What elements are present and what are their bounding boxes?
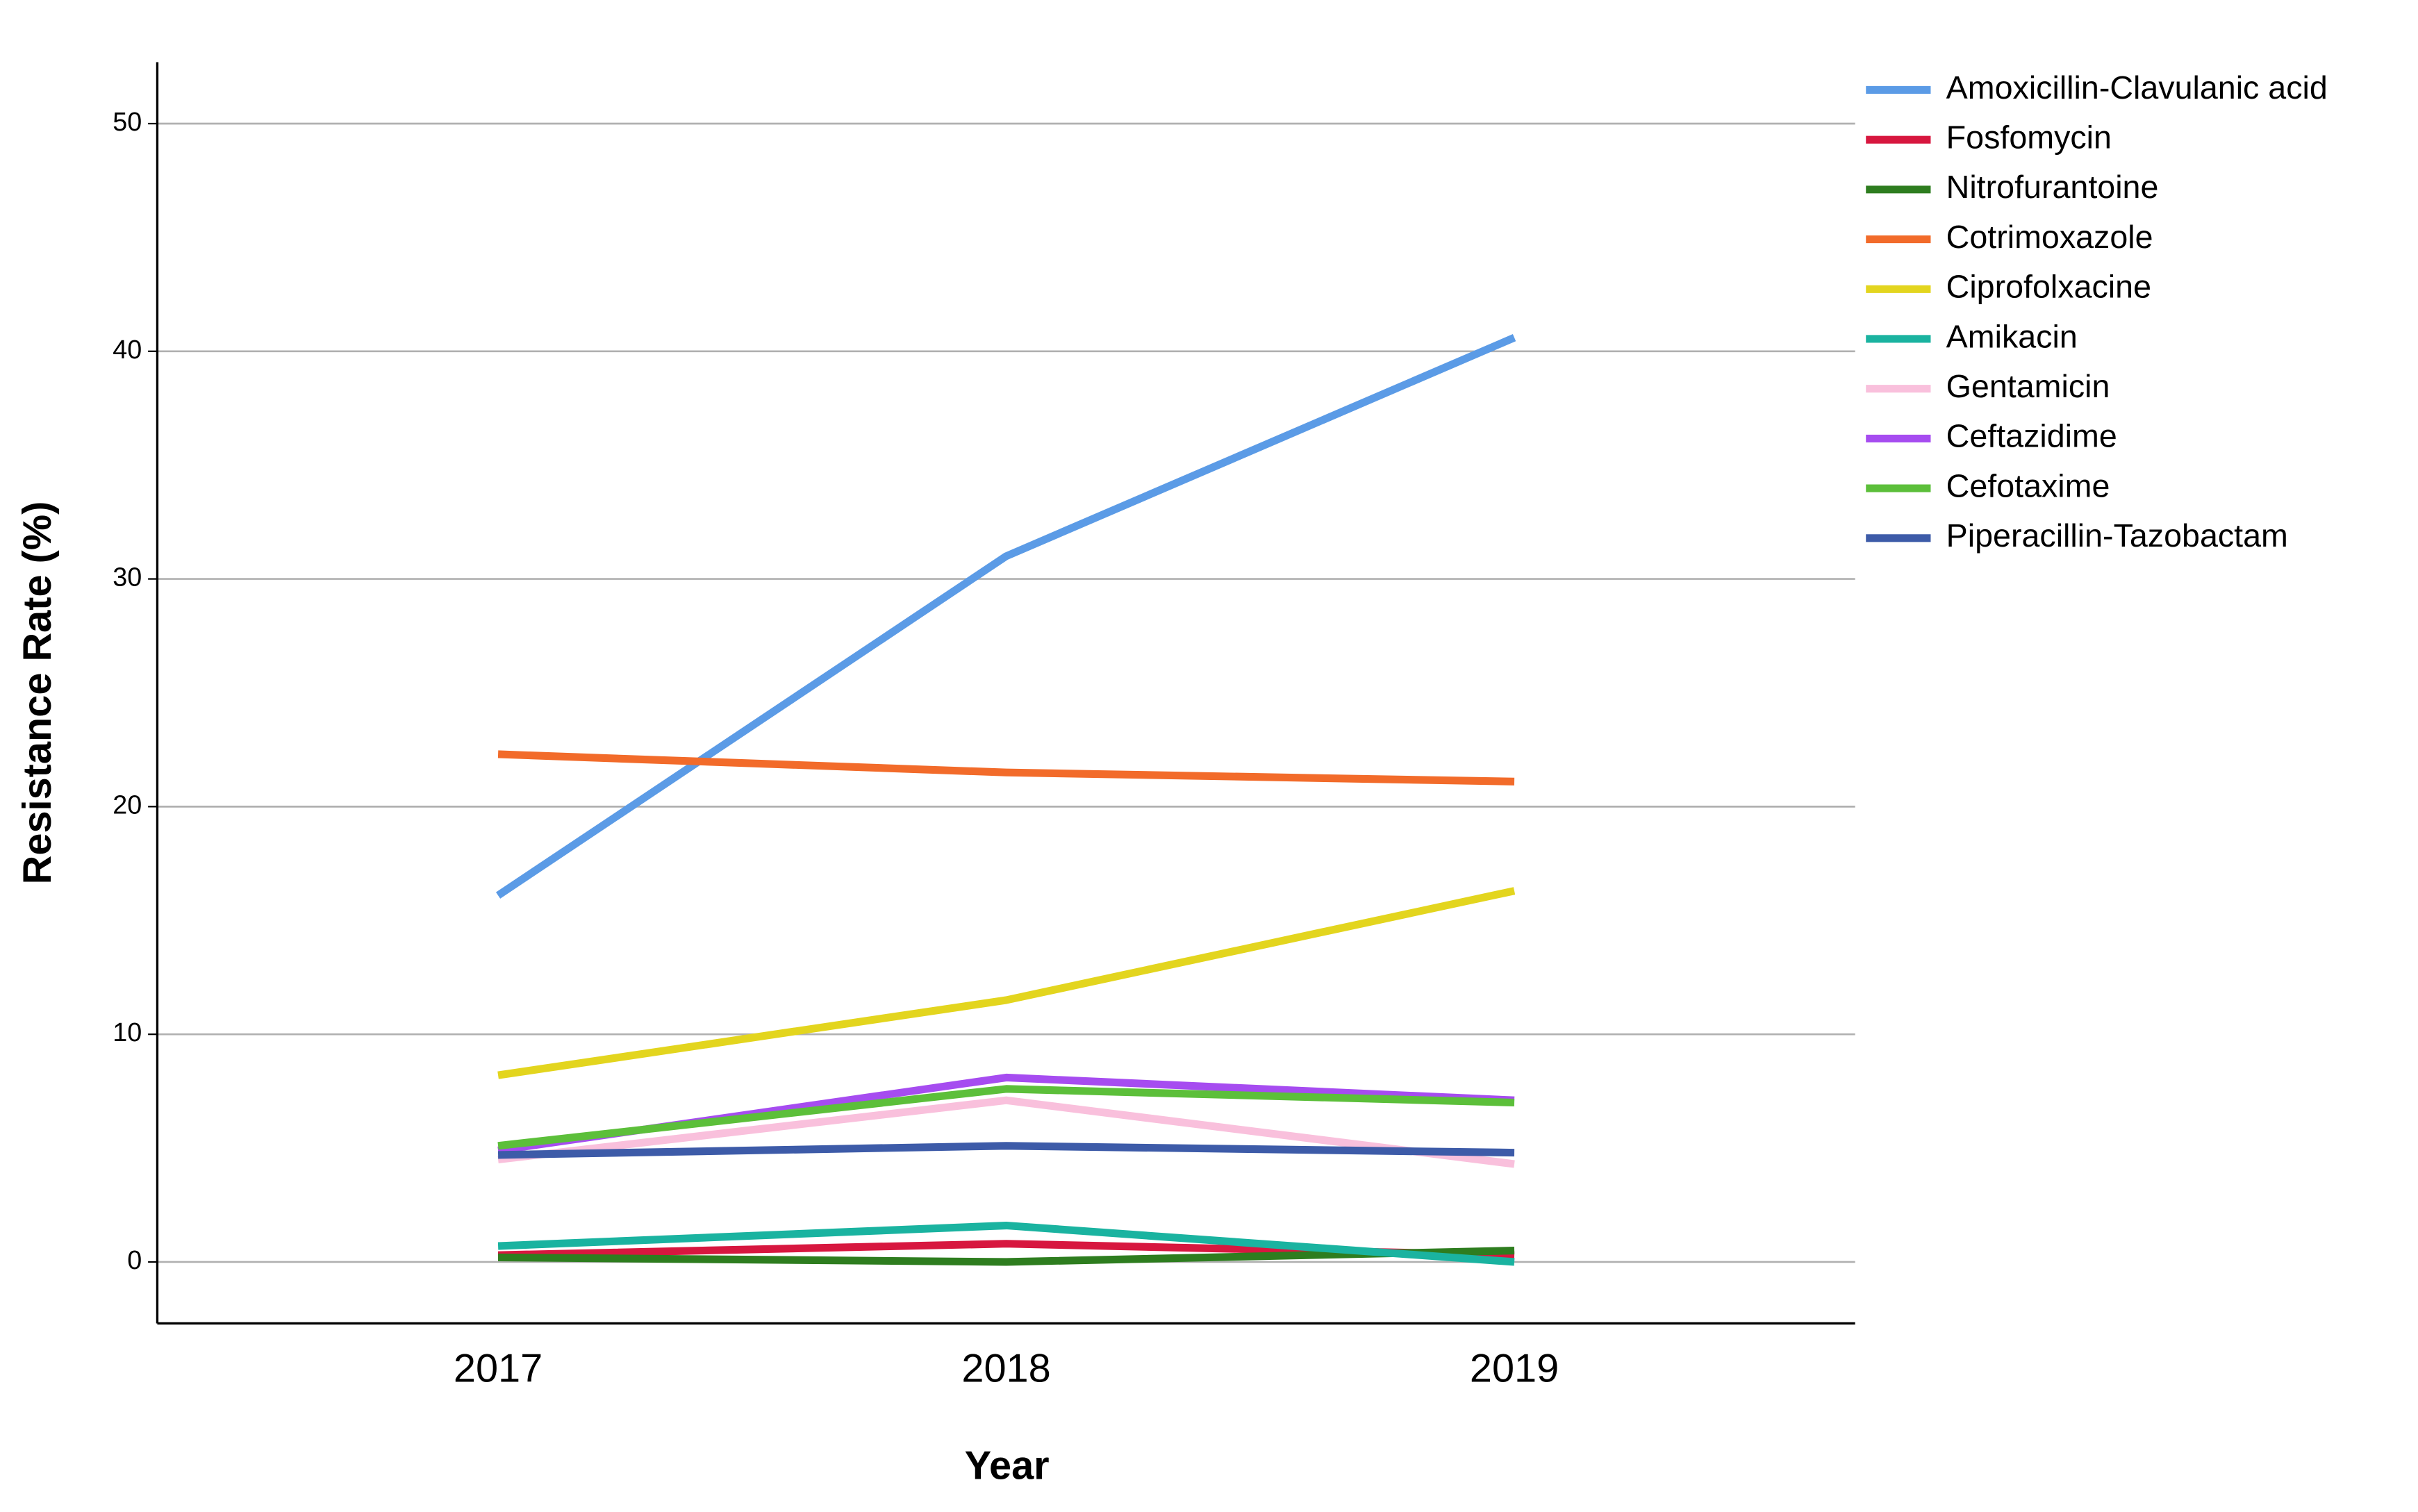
y-tick-label: 50 — [113, 107, 142, 136]
x-axis-label: Year — [965, 1443, 1050, 1488]
x-tick-label: 2017 — [454, 1347, 543, 1391]
legend-label: Cefotaxime — [1946, 467, 2110, 504]
series-line — [497, 750, 1515, 786]
y-tick-label: 10 — [113, 1017, 142, 1047]
legend-label: Fosfomycin — [1946, 119, 2112, 155]
series-line — [497, 887, 1516, 1079]
series-line — [495, 334, 1516, 899]
legend-label: Nitrofurantoine — [1946, 169, 2159, 205]
y-tick-label: 30 — [113, 563, 142, 592]
series-line — [498, 1247, 1515, 1266]
legend-label: Amoxicillin-Clavulanic acid — [1946, 69, 2328, 106]
x-tick-label: 2019 — [1470, 1347, 1559, 1391]
legend-label: Cotrimoxazole — [1946, 219, 2153, 255]
x-tick-label: 2018 — [961, 1347, 1050, 1391]
legend-label: Gentamicin — [1946, 368, 2110, 404]
y-tick-label: 20 — [113, 790, 142, 819]
y-tick-label: 0 — [127, 1245, 142, 1274]
series-line — [497, 1085, 1515, 1150]
y-tick-label: 40 — [113, 335, 142, 364]
series-line — [497, 1221, 1515, 1266]
series-line — [497, 1142, 1515, 1159]
legend-label: Ciprofolxacine — [1946, 269, 2151, 305]
legend-label: Amikacin — [1946, 318, 2078, 354]
y-axis-label: Resistance Rate (%) — [15, 501, 60, 885]
series-line — [497, 1096, 1515, 1168]
legend-label: Ceftazidime — [1946, 418, 2117, 454]
legend-label: Piperacillin-Tazobactam — [1946, 517, 2288, 554]
